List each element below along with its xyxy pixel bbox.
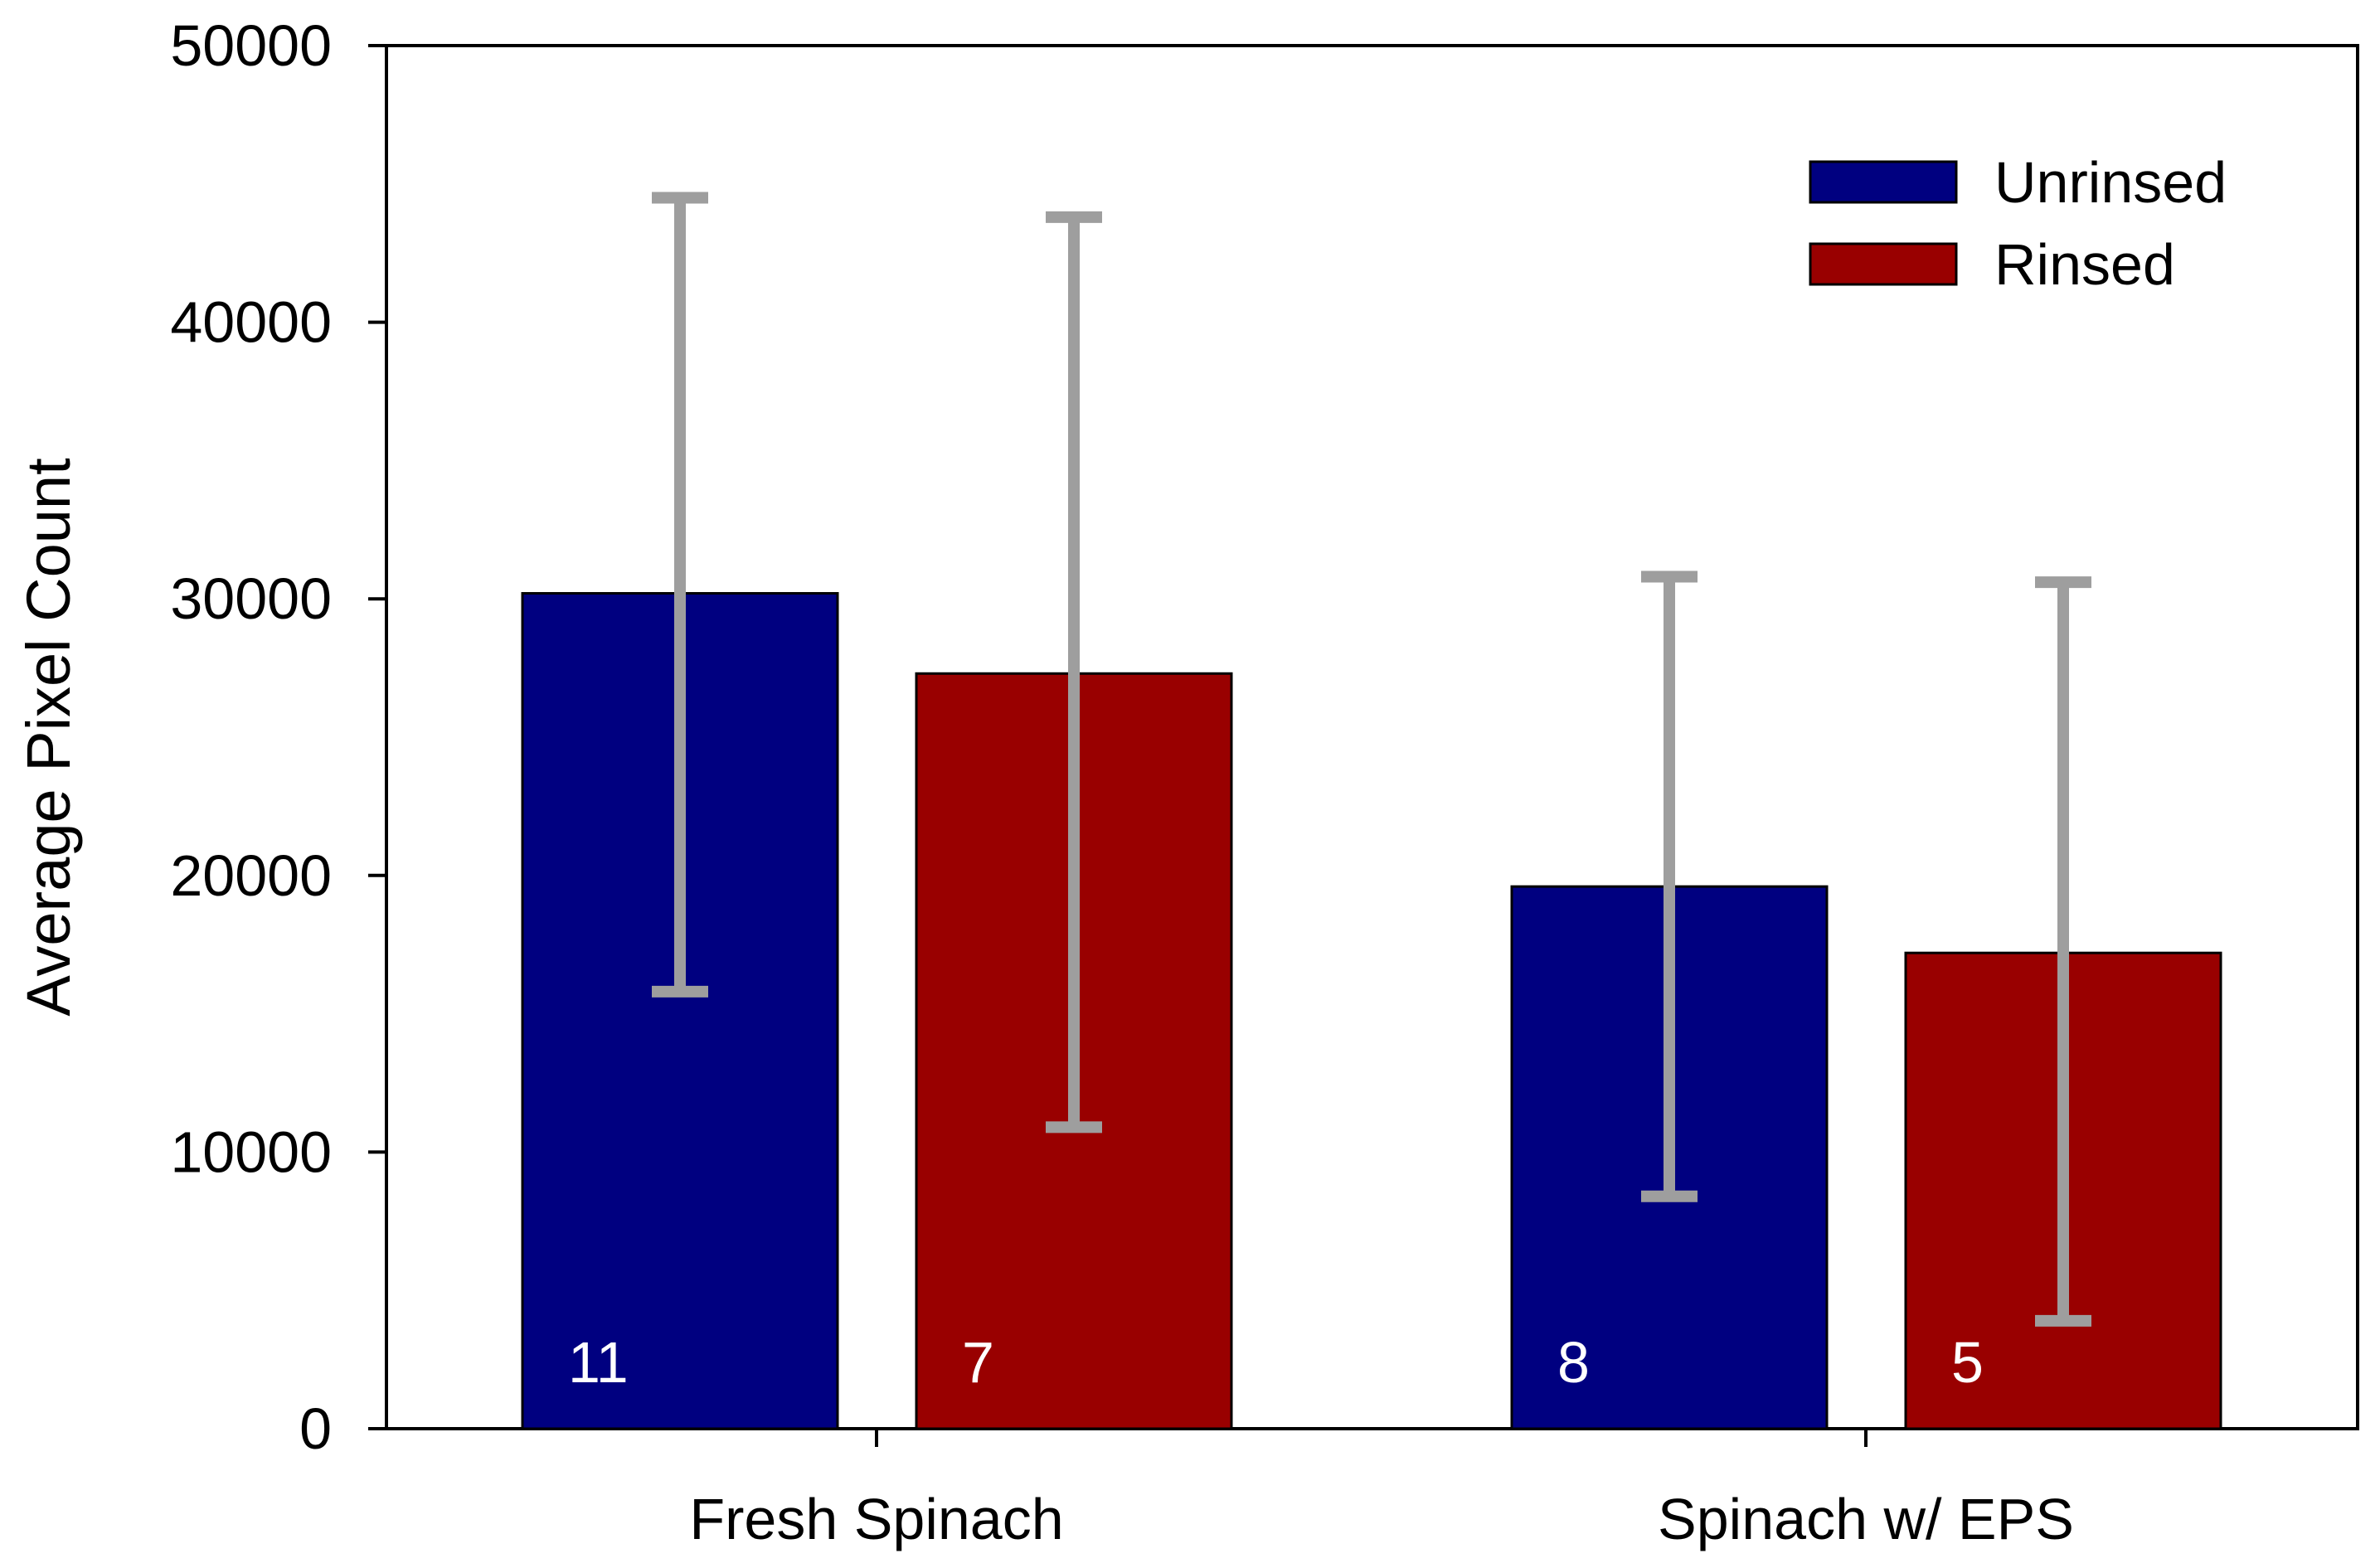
y-tick-label: 0: [299, 1396, 332, 1461]
error-bars-group: [652, 192, 2091, 1327]
sample-size-labels: 11 8 7 5: [568, 1330, 1984, 1395]
bar-unrinsed-1: [521, 592, 839, 1430]
sample-size-label: 8: [1557, 1330, 1590, 1395]
x-axis: Fresh Spinach Spinach w/ EPS: [689, 1429, 2074, 1551]
y-axis-title: Average Pixel Count: [14, 458, 83, 1017]
y-tick-label: 20000: [170, 843, 332, 908]
legend: Unrinsed Rinsed: [1809, 150, 2227, 297]
bars-group: [521, 592, 2222, 1430]
legend-swatch-rinsed: [1809, 242, 1958, 286]
plot-frame: [385, 44, 2359, 1430]
legend-swatch-unrinsed: [1809, 160, 1958, 204]
x-tick-label: Fresh Spinach: [689, 1487, 1063, 1551]
y-axis: 0 10000 20000 30000 40000 50000: [170, 13, 386, 1461]
y-tick-label: 50000: [170, 13, 332, 78]
y-tick-label: 30000: [170, 566, 332, 631]
y-tick-label: 40000: [170, 290, 332, 355]
sample-size-label: 5: [1951, 1330, 1984, 1395]
sample-size-label: 7: [962, 1330, 994, 1395]
y-tick-label: 10000: [170, 1119, 332, 1184]
x-tick-label: Spinach w/ EPS: [1658, 1487, 2074, 1551]
sample-size-label: 11: [568, 1330, 629, 1395]
legend-label-rinsed: Rinsed: [1994, 232, 2175, 297]
legend-label-unrinsed: Unrinsed: [1994, 150, 2227, 215]
